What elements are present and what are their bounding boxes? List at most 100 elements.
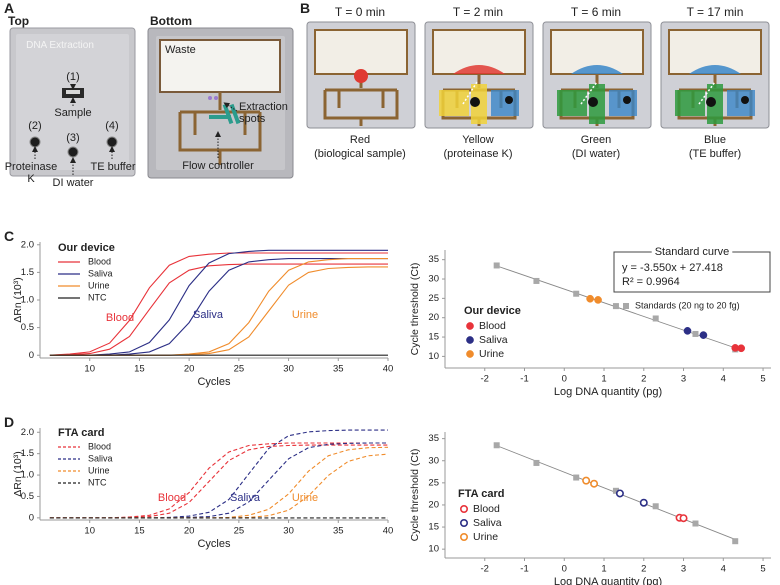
amplification-curve	[49, 252, 388, 356]
series-annotation: Saliva	[230, 492, 261, 504]
x-tick-label: -1	[520, 564, 528, 575]
y-tick-label: 35	[428, 433, 439, 444]
marker-dot	[706, 97, 716, 107]
figure-label: D	[4, 414, 15, 430]
fluid-content: (biological sample)	[314, 148, 406, 160]
series-annotation: Urine	[292, 309, 318, 321]
point	[652, 315, 659, 322]
amplification-curve	[49, 263, 388, 356]
fluid	[609, 90, 637, 116]
legend-label: Urine	[479, 348, 504, 360]
chip-part-label: Extraction spots	[239, 101, 288, 125]
fluid-color: Yellow	[462, 134, 494, 146]
legend-swatch	[623, 303, 629, 309]
fit-r-squared: R² = 0.9964	[622, 276, 680, 288]
legend-title: Our device	[58, 242, 115, 254]
fluid-color: Red	[349, 134, 371, 146]
x-tick-label: -2	[481, 374, 489, 385]
series-annotation: Saliva	[193, 309, 224, 321]
y-tick-label: 15	[428, 332, 439, 343]
point	[612, 487, 619, 494]
point	[582, 476, 591, 485]
fit-box	[613, 251, 771, 293]
legend-label: Saliva	[88, 453, 113, 463]
x-tick-label: 25	[234, 526, 245, 537]
flow-arrow	[580, 81, 598, 105]
inlet-number: (1)	[66, 71, 80, 83]
y-tick-label: 1.5	[21, 448, 34, 459]
fluid	[571, 65, 623, 74]
amplification-curve	[49, 429, 388, 519]
point	[699, 331, 708, 339]
legend-title: FTA card	[458, 488, 504, 500]
legend-swatch	[459, 504, 468, 513]
legend-label: Blood	[473, 503, 500, 515]
x-tick-label: 35	[333, 364, 344, 375]
y-tick-label: 25	[428, 293, 439, 304]
legend-label: NTC	[88, 477, 107, 487]
x-tick-label: 20	[184, 364, 195, 375]
legend-swatch	[466, 336, 474, 344]
time-label: T = 17 min	[686, 5, 744, 19]
point	[612, 303, 619, 310]
legend-label: Standards (20 ng to 20 fg)	[635, 300, 740, 310]
y-tick-label: 30	[428, 274, 439, 285]
fluid	[354, 69, 368, 83]
x-tick-label: 15	[134, 364, 145, 375]
point	[692, 520, 699, 527]
chip-part-label: Flow controller	[182, 160, 254, 172]
legend-label: Saliva	[473, 517, 502, 529]
point	[573, 290, 580, 297]
x-tick-label: -2	[481, 564, 489, 575]
inlet-name: Sample	[54, 107, 92, 119]
x-tick-label: 5	[760, 564, 765, 575]
fluid	[689, 65, 741, 74]
marker-dot	[588, 97, 598, 107]
figure-label: C	[4, 228, 15, 244]
waste-chamber	[314, 29, 408, 75]
y-tick-label: 20	[428, 312, 439, 323]
x-tick-label: 3	[681, 564, 686, 575]
fluid-color: Blue	[703, 134, 727, 146]
y-tick-label: 0	[29, 512, 34, 523]
fit-box-title: Standard curve	[655, 246, 730, 258]
fluid-content: (DI water)	[571, 148, 621, 160]
series-annotation: Urine	[292, 492, 318, 504]
y-tick-label: 0	[29, 350, 34, 361]
y-tick-label: 25	[428, 477, 439, 488]
inlet-name: TE buffer	[90, 161, 136, 173]
inlet-name: Proteinase K	[4, 161, 58, 185]
fluid-color: Green	[580, 134, 612, 146]
x-tick-label: 2	[641, 564, 646, 575]
y-tick-label: 30	[428, 455, 439, 466]
y-tick-label: 2.0	[21, 239, 34, 250]
amplification-curve	[49, 442, 388, 519]
y-axis-label: ΔRn (10³)	[12, 451, 24, 497]
chip-title: DNA Extraction	[26, 40, 94, 51]
fluid	[491, 90, 519, 116]
legend-swatch	[466, 350, 474, 358]
y-tick-label: 0.5	[21, 322, 34, 333]
panel-title: Top	[8, 14, 30, 28]
figure-label: A	[4, 0, 15, 16]
y-tick-label: 10	[428, 544, 439, 555]
figure-label: B	[300, 0, 311, 16]
y-tick-label: 35	[428, 254, 439, 265]
point	[692, 330, 699, 337]
point	[652, 503, 659, 510]
y-tick-label: 1.0	[21, 295, 34, 306]
x-tick-label: 25	[234, 364, 245, 375]
point	[679, 514, 688, 523]
amplification-curve	[49, 442, 388, 519]
legend-label: NTC	[88, 292, 107, 302]
series-annotation: Blood	[158, 492, 186, 504]
x-tick-label: 0	[562, 374, 567, 385]
x-tick-label: 40	[383, 526, 394, 537]
amplification-curve	[49, 444, 388, 519]
fluid	[453, 65, 505, 74]
x-tick-label: 40	[383, 364, 394, 375]
y-tick-label: 10	[428, 351, 439, 362]
x-tick-label: 30	[283, 364, 294, 375]
legend-title: FTA card	[58, 427, 104, 439]
